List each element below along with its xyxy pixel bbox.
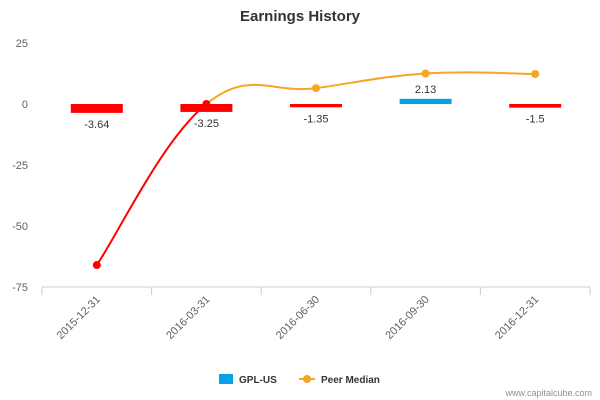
x-tick-label: 2015-12-31 [55,294,103,342]
legend-label-gpl-us: GPL-US [239,375,277,386]
bar-data-label: -3.25 [194,118,219,130]
chart-title: Earnings History [240,8,361,25]
x-tick-label: 2016-03-31 [164,294,212,342]
bar-data-label: -3.64 [84,119,109,131]
line-segment [205,83,317,105]
y-tick-label: -75 [12,282,28,294]
legend-swatch-peer-median-marker [303,375,311,383]
line-segment [425,71,536,75]
bar-data-labels: -3.64 -3.25 -1.35 2.13 -1.5 [84,84,544,131]
bar [290,104,342,108]
credit-text: www.capitalcube.com [504,388,592,398]
line-point [202,100,211,108]
y-tick-label: -50 [12,221,28,233]
line-segment [95,103,208,266]
x-tick-label: 2016-12-31 [493,294,541,342]
bar-data-label: -1.35 [303,113,328,125]
bar-data-label: -1.5 [526,114,545,126]
x-tick-label: 2016-09-30 [383,294,431,342]
line-point [92,261,101,270]
y-tick-label: -25 [12,160,28,172]
bar-series-gpl-us [70,98,562,113]
line-series-peer-median [92,69,540,270]
y-axis: 25 0 -25 -50 -75 [12,38,28,294]
line-point [531,69,540,78]
line-segment [315,72,426,90]
line-point [312,84,320,93]
legend-label-peer-median: Peer Median [321,375,380,386]
legend-swatch-gpl-us [219,374,233,384]
x-axis: 2015-12-31 2016-03-31 2016-06-30 2016-09-30… [41,286,591,342]
bar [70,104,123,113]
bar [509,104,562,108]
y-tick-label: 0 [22,99,28,111]
bar-data-label: 2.13 [415,84,436,96]
legend: GPL-US Peer Median [219,374,380,386]
line-point [421,69,430,78]
x-tick-label: 2016-06-30 [274,294,322,342]
bar [399,98,452,104]
y-tick-label: 25 [16,38,28,50]
